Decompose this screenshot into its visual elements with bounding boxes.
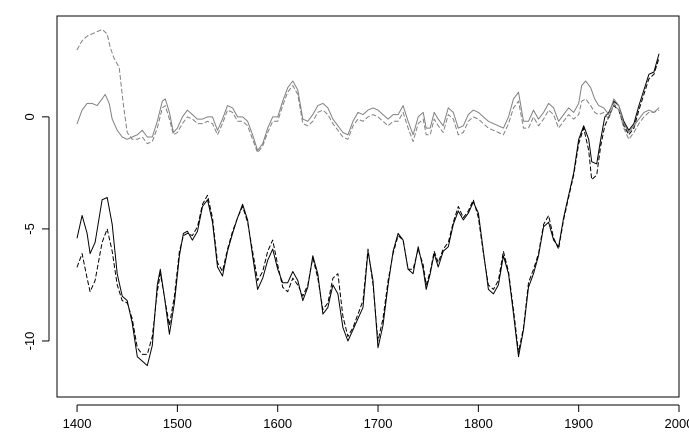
series-line-1 xyxy=(76,53,660,367)
plot-frame xyxy=(56,15,680,398)
x-tick-label: 1500 xyxy=(163,416,192,431)
x-tick-label: 1600 xyxy=(263,416,292,431)
y-tick-label: 0 xyxy=(22,113,37,120)
y-tick-label: -10 xyxy=(22,332,37,351)
series-layer xyxy=(76,28,660,367)
x-tick-label: 1900 xyxy=(564,416,593,431)
x-tick-label: 1700 xyxy=(364,416,393,431)
x-tick-label: 1400 xyxy=(63,416,92,431)
y-axis: 0 -5 -10 xyxy=(22,113,50,351)
series-line-3 xyxy=(76,80,660,151)
series-line-4 xyxy=(76,28,660,154)
series-line-2 xyxy=(76,58,660,355)
y-tick-label: -5 xyxy=(22,223,37,235)
x-tick-label: 1800 xyxy=(464,416,493,431)
